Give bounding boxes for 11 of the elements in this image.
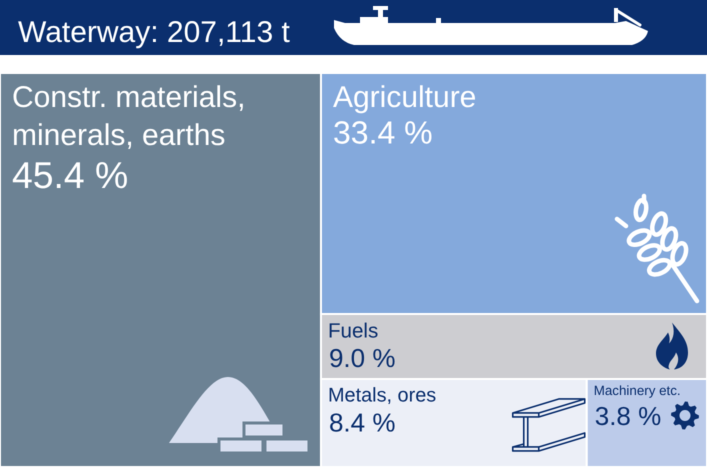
category-label: Metals, ores <box>328 384 436 406</box>
data-label: 33.4 % <box>332 114 433 151</box>
category-label: Fuels <box>328 319 378 342</box>
category-label: Agriculture <box>332 80 476 114</box>
category-label: Constr. materials, minerals, earths <box>12 80 246 152</box>
category-label: Machinery etc. <box>594 382 681 398</box>
data-label: 9.0 % <box>328 343 396 374</box>
text: Waterway: 207,113 t <box>18 16 290 49</box>
data-label: 3.8 % <box>594 400 662 431</box>
data-label: 45.4 % <box>12 154 128 196</box>
data-label: 8.4 % <box>328 407 396 438</box>
